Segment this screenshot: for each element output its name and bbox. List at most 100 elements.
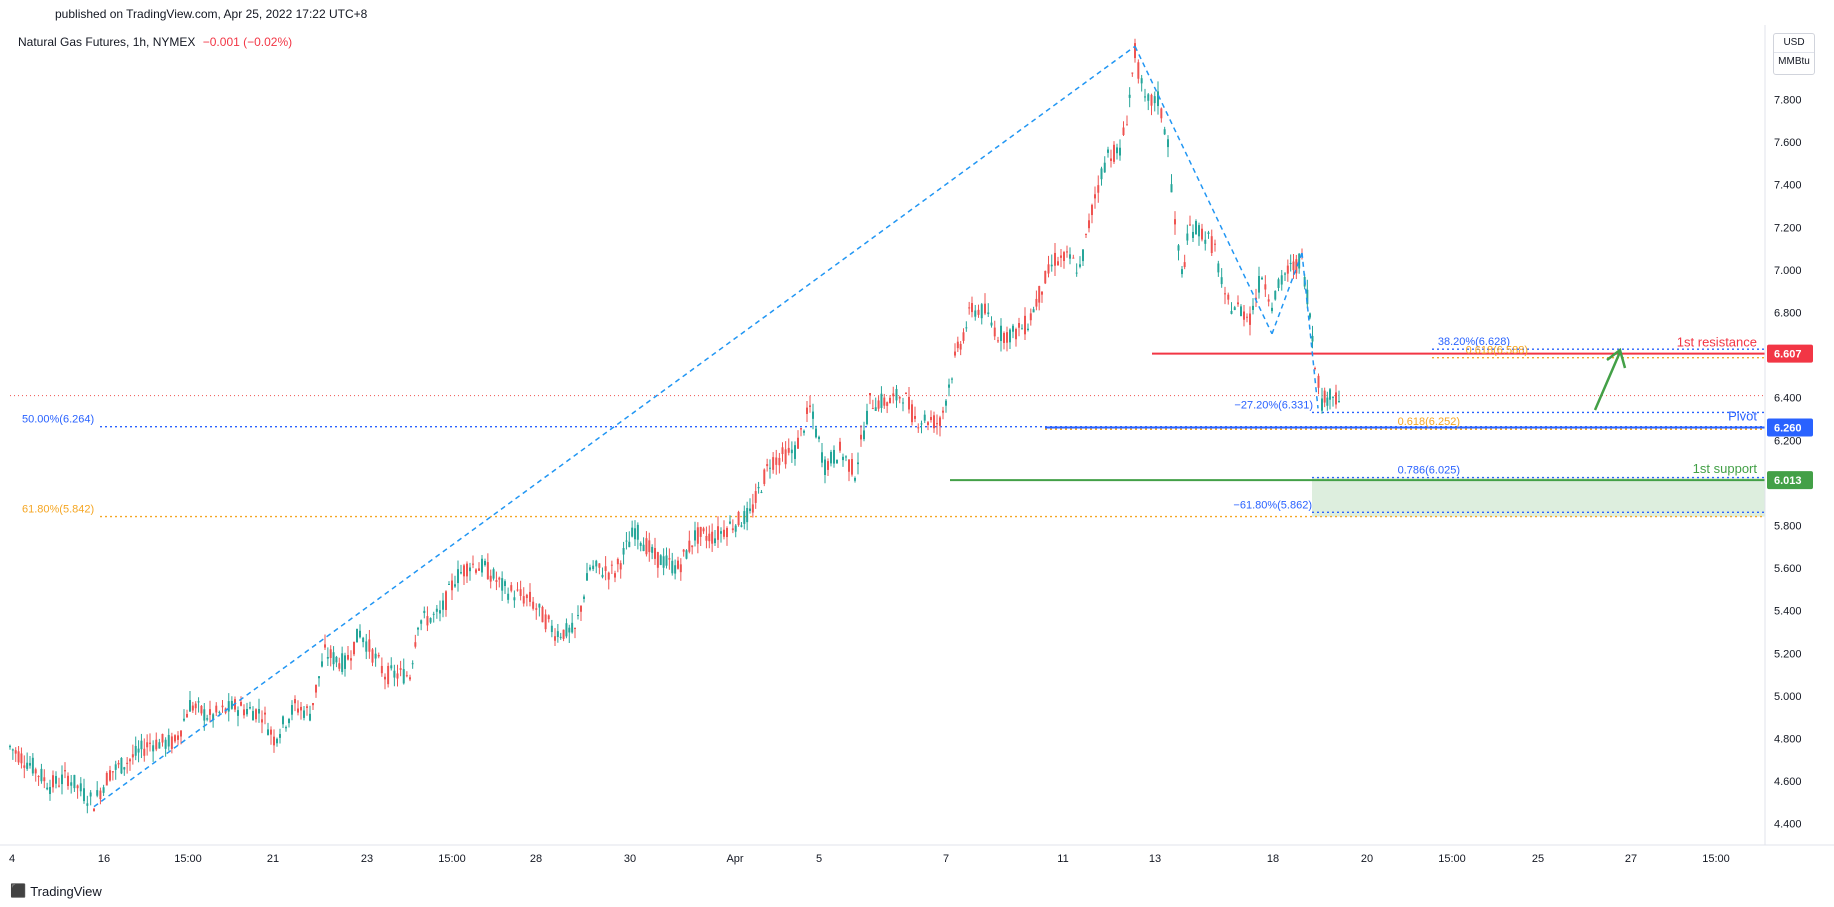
candle-body: [845, 456, 847, 458]
candle-body: [854, 478, 856, 481]
candle-body: [43, 777, 46, 782]
candle-body: [598, 563, 601, 568]
trend-line: [1301, 252, 1319, 409]
candle-body: [258, 708, 260, 714]
candle-body: [559, 636, 562, 638]
candle-body: [429, 618, 432, 623]
candle-body: [356, 628, 358, 643]
candle-body: [1201, 228, 1203, 240]
candle-body: [702, 528, 705, 532]
candle-body: [898, 397, 901, 399]
candle-body: [839, 441, 841, 451]
candle-body: [200, 705, 203, 714]
candle-body: [737, 511, 740, 526]
candle-body: [775, 457, 778, 465]
candle-body: [1271, 307, 1273, 312]
candle-body: [1150, 94, 1153, 106]
candle-body: [70, 782, 73, 786]
candle-body: [390, 665, 393, 669]
x-tick-label: 15:00: [438, 853, 466, 865]
x-tick-label: 20: [1361, 853, 1373, 865]
currency-measure: MMBtu: [1774, 52, 1814, 71]
candle-body: [1072, 257, 1075, 259]
candle-body: [1027, 328, 1029, 330]
x-tick-label: Apr: [726, 853, 743, 865]
candle-body: [402, 669, 405, 684]
candle-body: [871, 408, 874, 410]
candle-body: [46, 787, 49, 790]
candle-body: [435, 608, 438, 612]
candle-body: [246, 708, 248, 715]
candle-body: [510, 585, 513, 591]
candle-body: [58, 785, 60, 787]
candle-body: [892, 393, 895, 397]
candle-body: [1321, 398, 1323, 411]
price-tag-label: 6.607: [1774, 349, 1802, 361]
y-tick-label: 5.200: [1774, 648, 1802, 660]
candle-body: [31, 757, 34, 774]
candle-body: [556, 631, 559, 637]
price-change: −0.001 (−0.02%): [202, 35, 293, 49]
candle-body: [61, 774, 63, 785]
candle-body: [1134, 43, 1136, 59]
candle-body: [1264, 284, 1267, 290]
y-tick-label: 5.800: [1774, 521, 1802, 533]
candle-body: [273, 736, 275, 746]
candle-body: [842, 456, 844, 461]
tradingview-footer[interactable]: ⬛ TradingView: [10, 883, 102, 899]
currency-selector[interactable]: USD MMBtu: [1773, 33, 1815, 75]
candle-body: [86, 803, 89, 806]
candle-body: [824, 459, 826, 476]
candle-body: [729, 521, 731, 524]
y-tick-label: 6.200: [1774, 435, 1802, 447]
y-tick-label: 4.600: [1774, 776, 1802, 788]
candle-body: [751, 504, 754, 513]
candle-body: [648, 540, 651, 553]
candle-body: [1274, 290, 1277, 300]
x-tick-label: 23: [361, 853, 373, 865]
candle-body: [1163, 129, 1166, 135]
candle-body: [96, 790, 99, 796]
candle-body: [189, 700, 191, 712]
candle-body: [194, 703, 197, 709]
candle-body: [332, 652, 335, 665]
candle-body: [1066, 251, 1068, 253]
candle-body: [778, 457, 781, 466]
candle-body: [17, 751, 20, 763]
candle-body: [1298, 253, 1301, 269]
candle-body: [1029, 313, 1032, 321]
candle-body: [197, 701, 200, 703]
candle-body: [671, 560, 674, 574]
candle-body: [399, 668, 402, 670]
candle-body: [1038, 286, 1041, 303]
candle-body: [294, 699, 296, 704]
candle-body: [409, 677, 411, 680]
candle-body: [227, 701, 230, 712]
candle-body: [1258, 275, 1260, 293]
x-tick-label: 21: [267, 853, 279, 865]
trend-line: [93, 45, 1136, 808]
candle-body: [866, 410, 868, 425]
price-tag: [1767, 344, 1813, 363]
candle-body: [89, 792, 92, 797]
level-name: Pivot: [1728, 409, 1757, 424]
candle-body: [93, 808, 95, 812]
candle-body: [639, 543, 642, 546]
candle-body: [109, 770, 111, 781]
candle-body: [731, 528, 734, 531]
candle-body: [740, 525, 743, 527]
candle-body: [206, 718, 209, 720]
candle-body: [439, 610, 441, 614]
candle-body: [1153, 96, 1156, 104]
candle-body: [1210, 236, 1213, 254]
candle-body: [948, 384, 950, 388]
candle-body: [1100, 168, 1103, 180]
candle-body: [432, 613, 435, 615]
candle-body: [279, 734, 281, 738]
symbol-legend: Natural Gas Futures, 1h, NYMEX −0.001 (−…: [18, 35, 292, 49]
candle-body: [492, 569, 495, 579]
candle-body: [547, 615, 550, 620]
support-zone: [1312, 477, 1765, 517]
candle-body: [454, 584, 456, 587]
